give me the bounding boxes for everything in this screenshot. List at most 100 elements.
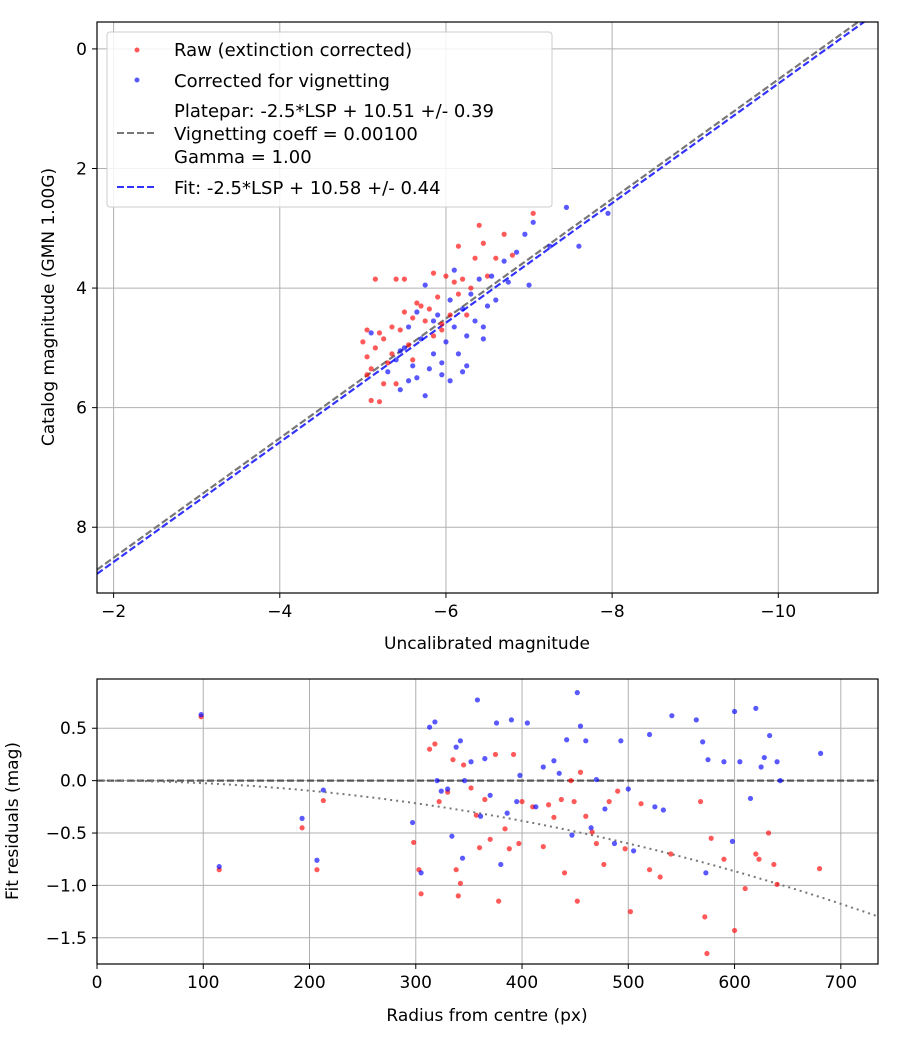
data-point (455, 351, 462, 357)
data-point (426, 746, 433, 752)
data-point (464, 363, 470, 369)
data-point (502, 826, 508, 832)
data-point (516, 840, 522, 847)
y-tick-label: 2 (76, 159, 87, 179)
data-point (476, 222, 482, 228)
data-point (484, 303, 491, 309)
legend-label-raw: Raw (extinction corrected) (174, 40, 412, 61)
data-point (753, 705, 759, 711)
data-point (480, 240, 486, 246)
data-point (540, 844, 546, 850)
data-point (450, 757, 456, 763)
data-point (397, 327, 403, 333)
data-point (514, 798, 520, 805)
data-point (816, 866, 823, 872)
data-point (462, 778, 468, 784)
top-y-axis-label: Catalog magnitude (GMN 1.00G) (39, 168, 59, 446)
data-point (761, 754, 767, 761)
data-point (472, 255, 478, 261)
data-point (464, 312, 470, 318)
data-point (509, 252, 516, 258)
data-point (563, 204, 570, 210)
data-point (430, 333, 437, 339)
data-point (216, 863, 222, 870)
data-point (577, 769, 584, 775)
y-tick-label: −0.5 (46, 824, 87, 844)
data-point (393, 381, 399, 387)
y-tick-label: 0.5 (60, 719, 87, 739)
data-point (432, 741, 438, 747)
series-line (97, 22, 860, 571)
data-point (551, 814, 557, 820)
data-point (472, 318, 478, 324)
data-point (747, 795, 754, 802)
data-point (704, 950, 710, 957)
data-point (765, 830, 772, 836)
data-point (767, 732, 773, 739)
data-point (568, 778, 574, 784)
data-point (439, 321, 445, 327)
data-point (510, 751, 517, 758)
data-point (368, 397, 374, 404)
data-point (558, 796, 564, 803)
data-point (434, 778, 440, 784)
data-point (381, 336, 387, 342)
data-point (414, 300, 420, 306)
data-point (705, 757, 711, 763)
data-point (602, 806, 608, 812)
x-tick-label: −4 (267, 602, 292, 622)
data-point (753, 851, 759, 857)
legend-marker-raw (134, 47, 140, 53)
data-point (418, 336, 424, 342)
top-x-axis-label: Uncalibrated magnitude (384, 634, 590, 654)
data-point (474, 697, 481, 703)
data-point (418, 891, 424, 897)
data-point (646, 867, 653, 873)
data-point (737, 759, 743, 765)
data-point (376, 330, 383, 336)
data-point (660, 807, 666, 813)
bottom-chart: 0 100 200 300 400 500 600 700 0.5 0.0 −0.5 −1.0 −1.5… (3, 678, 879, 1026)
data-point (430, 270, 437, 276)
x-tick-label: −6 (433, 602, 458, 622)
data-point (381, 381, 387, 387)
data-point (389, 351, 395, 357)
data-point (721, 759, 727, 765)
data-point (405, 342, 412, 348)
data-point (405, 378, 412, 384)
data-point (468, 785, 474, 791)
x-tick-label: −2 (101, 602, 126, 622)
data-point (372, 276, 378, 282)
data-point (422, 318, 428, 324)
data-point (669, 713, 675, 719)
data-point (533, 804, 539, 810)
data-point (551, 758, 557, 764)
data-point (601, 861, 607, 868)
data-point (606, 798, 612, 805)
bottom-x-axis-label: Radius from centre (px) (386, 1006, 587, 1026)
data-point (496, 898, 502, 904)
top-axes-frame (96, 21, 879, 594)
data-point (426, 306, 432, 312)
data-point (577, 723, 584, 729)
data-point (320, 787, 326, 793)
data-point (368, 366, 374, 372)
data-point (449, 833, 455, 839)
data-point (574, 898, 580, 904)
data-point (487, 792, 493, 798)
data-point (625, 786, 631, 792)
data-point (729, 838, 736, 845)
data-point (498, 861, 504, 868)
legend-box (106, 31, 553, 208)
data-point (708, 835, 714, 841)
data-point (530, 219, 536, 225)
data-point (455, 243, 462, 249)
data-point (589, 829, 595, 835)
data-point (476, 845, 483, 851)
data-point (426, 724, 433, 730)
data-point (731, 708, 738, 715)
x-tick-label: 400 (506, 973, 538, 993)
data-point (583, 738, 589, 744)
data-point (693, 717, 699, 723)
data-point (414, 375, 420, 381)
